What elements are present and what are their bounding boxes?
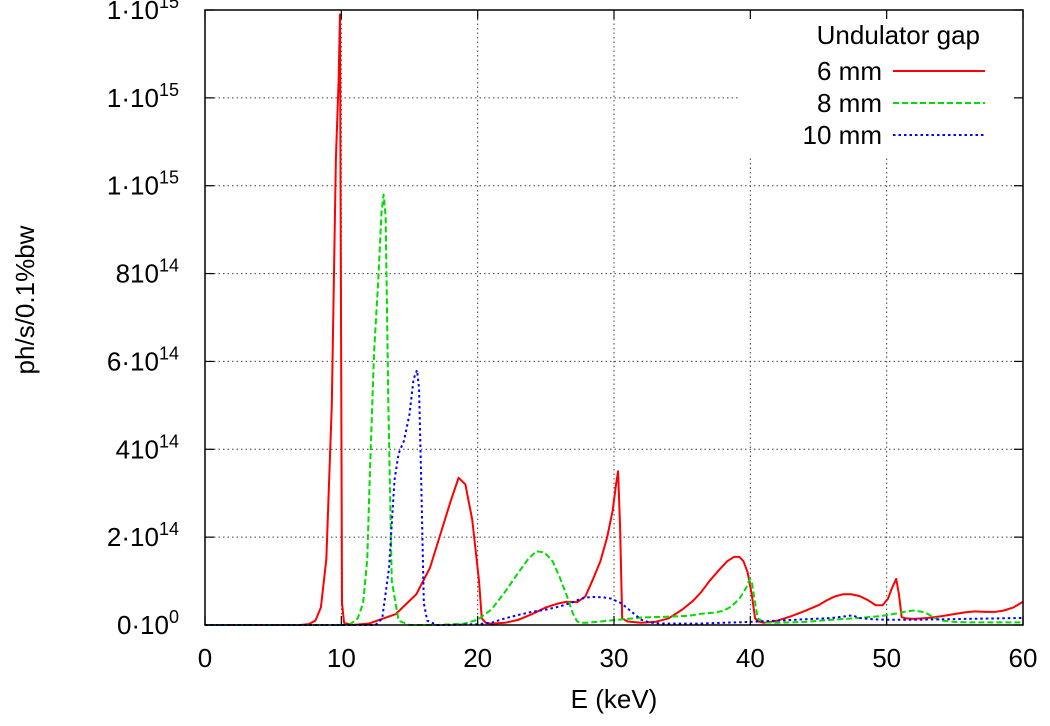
series-line-8-mm	[205, 193, 1023, 626]
y-tick-label: 1·1015	[107, 80, 179, 113]
series-line-10-mm	[205, 369, 1024, 626]
y-tick-label: 41014	[116, 431, 179, 464]
x-tick-label: 40	[736, 643, 765, 673]
y-tick-label: 1·1015	[107, 168, 179, 201]
y-axis-label: ph/s/0.1%bw	[10, 225, 40, 374]
y-tick-exponent: 15	[159, 168, 179, 188]
y-tick-base: 0·10	[117, 610, 169, 640]
y-tick-label: 6·1014	[107, 343, 179, 376]
legend-title: Undulator gap	[817, 20, 980, 50]
y-tick-base: 1·10	[107, 171, 159, 201]
y-tick-exponent: 0	[169, 607, 179, 627]
y-tick-label: 1·1015	[107, 0, 179, 25]
x-axis-label: E (keV)	[571, 684, 658, 714]
y-tick-exponent: 14	[159, 519, 179, 539]
y-tick-base: 6·10	[107, 346, 159, 376]
legend-label: 10 mm	[803, 120, 882, 150]
y-tick-base: 1·10	[107, 0, 159, 25]
y-tick-exponent: 14	[159, 343, 179, 363]
x-tick-label: 60	[1009, 643, 1038, 673]
y-tick-label: 0·100	[117, 607, 179, 640]
legend-label: 8 mm	[817, 88, 882, 118]
y-tick-label: 2·1014	[107, 519, 179, 552]
x-tick-label: 30	[600, 643, 629, 673]
axes: 0 10 20 30 40 50 600·1002·1014410146·101481014…	[107, 0, 1038, 673]
y-tick-exponent: 14	[159, 431, 179, 451]
y-tick-base: 2·10	[107, 522, 159, 552]
x-tick-label: 50	[872, 643, 901, 673]
y-tick-exponent: 15	[159, 80, 179, 100]
y-tick-exponent: 15	[159, 0, 179, 12]
plot-frame	[204, 9, 1024, 626]
series-line-6-mm	[205, 13, 1024, 626]
x-tick-label: 0	[198, 643, 212, 673]
y-tick-base: 810	[116, 259, 159, 289]
series-layer	[205, 13, 1024, 626]
x-tick-label: 10	[327, 643, 356, 673]
y-tick-label: 81014	[116, 256, 179, 289]
x-tick-label: 20	[463, 643, 492, 673]
legend-background	[738, 14, 1014, 156]
legend-label: 6 mm	[817, 56, 882, 86]
y-tick-base: 410	[116, 434, 159, 464]
y-tick-exponent: 14	[159, 256, 179, 276]
y-tick-base: 1·10	[107, 83, 159, 113]
